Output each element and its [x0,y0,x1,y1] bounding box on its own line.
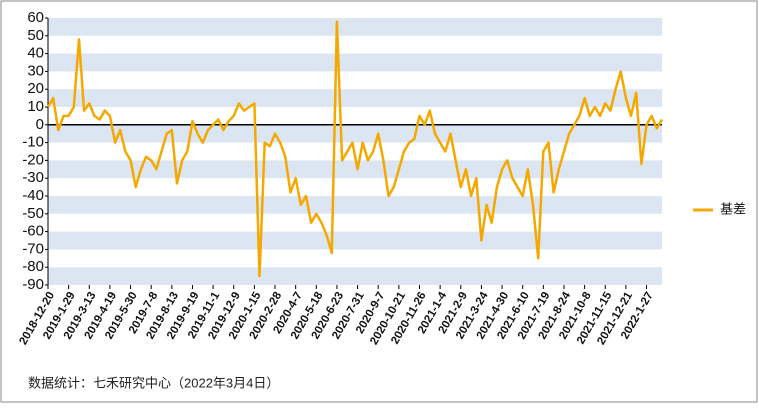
grid-band [48,267,662,285]
y-tick-label: -90 [22,276,44,293]
y-tick-label: -50 [22,205,44,222]
footer: 数据统计：七禾研究中心（2022年3月4日） [28,375,279,390]
y-tick-label: -40 [22,187,44,204]
grid-band [48,18,662,36]
y-tick-label: 40 [27,45,44,62]
y-tick-label: -20 [22,151,44,168]
y-tick-label: -60 [22,223,44,240]
y-tick-label: 20 [27,80,44,97]
y-tick-label: -30 [22,169,44,186]
grid-band [48,53,662,72]
grid-band [48,196,662,214]
y-tick-label: 30 [27,62,44,79]
y-tick-label: -80 [22,258,44,275]
y-tick-label: -70 [22,240,44,257]
grid-band [48,89,662,107]
legend-label: 基差 [720,201,746,216]
y-tick-label: 0 [36,116,44,133]
y-tick-label: 50 [27,27,44,44]
grid-band [48,231,662,250]
y-tick-label: 60 [27,9,44,26]
y-tick-label: 10 [27,98,44,115]
series-line [46,20,664,278]
y-tick-label: -10 [22,134,44,151]
